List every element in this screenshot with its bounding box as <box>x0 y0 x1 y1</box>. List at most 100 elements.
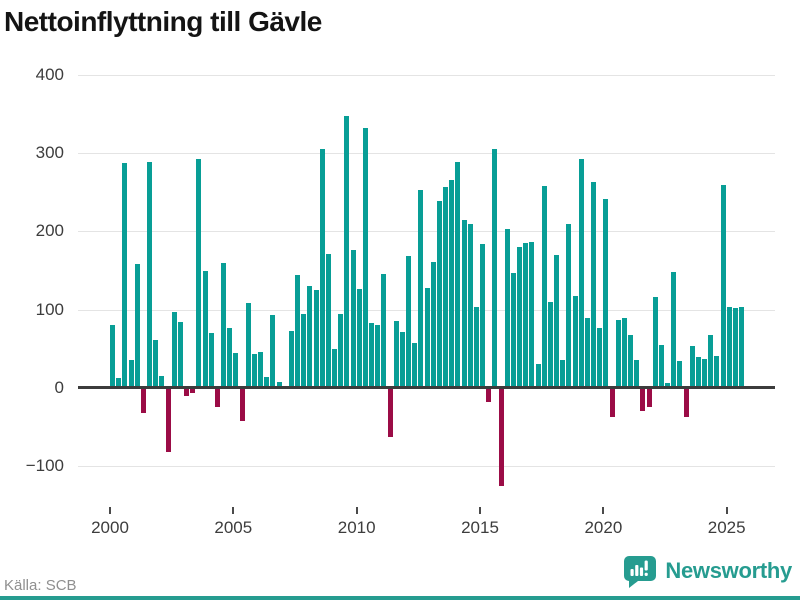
y-axis-label-200: 200 <box>35 221 64 241</box>
bar-2012-q2 <box>412 343 418 388</box>
bar-2019-q4 <box>597 328 603 388</box>
x-axis-tick-2000 <box>109 507 111 514</box>
bar-2019-q3 <box>591 182 597 388</box>
bar-2013-q4 <box>449 179 455 388</box>
bar-2020-q3 <box>615 319 621 388</box>
bar-2004-q1 <box>208 333 214 388</box>
x-axis-tick-2020 <box>602 507 605 514</box>
bar-2020-q2 <box>609 387 615 417</box>
bar-2021-q3 <box>640 387 646 412</box>
y-axis-label-0: 0 <box>54 377 64 397</box>
bar-2024-q4 <box>720 185 726 388</box>
bar-2003-q2 <box>190 387 196 394</box>
bar-2011-q1 <box>381 274 387 388</box>
bar-2013-q1 <box>430 261 436 388</box>
bar-2015-q2 <box>486 387 492 402</box>
bar-2016-q3 <box>517 247 523 388</box>
source-caption: Källa: SCB <box>4 577 77 594</box>
bar-2024-q1 <box>702 358 708 388</box>
newsworthy-bar-chart-bubble-icon <box>624 556 657 588</box>
x-axis-tick-2005 <box>232 507 235 514</box>
bar-2023-q2 <box>683 387 689 418</box>
bar-2016-q4 <box>523 243 529 388</box>
bar-2019-q1 <box>578 158 584 388</box>
bar-2008-q1 <box>307 286 313 388</box>
bar-2004-q3 <box>221 262 226 388</box>
bar-2012-q1 <box>406 255 412 388</box>
x-axis-label-2020: 2020 <box>584 518 623 537</box>
bar-2010-q4 <box>375 325 381 388</box>
gridline-y-300 <box>78 153 775 155</box>
bar-2006-q4 <box>276 381 282 388</box>
bar-2008-q4 <box>325 254 331 388</box>
bar-2005-q3 <box>245 303 251 388</box>
bar-2000-q4 <box>128 359 134 388</box>
bar-2006-q2 <box>264 376 270 388</box>
bar-2010-q1 <box>356 288 362 388</box>
bar-2010-q3 <box>369 322 374 388</box>
zero-axis-line <box>78 386 775 390</box>
bar-2024-q3 <box>714 355 720 388</box>
bar-2013-q2 <box>436 200 442 388</box>
bar-2010-q2 <box>362 128 368 388</box>
bar-2007-q2 <box>288 330 294 388</box>
bar-2017-q2 <box>535 363 541 388</box>
bar-2025-q2 <box>732 308 738 388</box>
bar-2022-q4 <box>671 272 677 388</box>
x-axis-label-2010: 2010 <box>337 518 376 537</box>
bar-2022-q2 <box>658 344 664 388</box>
bar-2012-q3 <box>418 190 424 388</box>
bar-2007-q4 <box>301 313 307 388</box>
x-axis-label-2000: 2000 <box>91 518 129 537</box>
bar-2009-q1 <box>332 348 337 388</box>
bar-2020-q1 <box>603 198 609 388</box>
bar-2019-q2 <box>584 318 590 388</box>
bar-2001-q1 <box>134 264 140 388</box>
bar-2014-q2 <box>461 219 467 388</box>
bar-2021-q1 <box>628 334 634 388</box>
bar-2018-q3 <box>566 223 572 388</box>
gridline-y--100 <box>78 466 775 467</box>
bar-2022-q1 <box>652 297 658 388</box>
bar-2021-q4 <box>646 387 652 407</box>
bar-2015-q1 <box>480 243 486 388</box>
bar-2023-q3 <box>689 345 695 388</box>
bar-2009-q2 <box>338 314 344 388</box>
bar-2014-q3 <box>467 224 473 388</box>
bar-2003-q3 <box>196 158 202 388</box>
bar-2006-q1 <box>258 351 263 388</box>
gridline-y-400 <box>78 75 775 76</box>
x-axis-label-2005: 2005 <box>214 518 253 537</box>
bar-2002-q2 <box>165 387 171 452</box>
x-axis-label-2025: 2025 <box>707 518 746 537</box>
y-axis-label-300: 300 <box>35 143 64 163</box>
bar-2005-q4 <box>251 354 257 388</box>
bar-2011-q4 <box>399 331 405 388</box>
bar-2002-q3 <box>171 311 177 388</box>
bar-2016-q2 <box>510 272 516 388</box>
brand-logo-link[interactable]: Newsworthy <box>621 554 792 588</box>
bar-2001-q3 <box>147 161 152 388</box>
bar-2011-q2 <box>387 387 393 438</box>
bar-2008-q2 <box>313 290 319 388</box>
bar-2006-q3 <box>270 315 276 388</box>
bar-2002-q1 <box>159 376 165 388</box>
bar-2001-q4 <box>153 340 159 388</box>
bar-2021-q2 <box>634 360 640 388</box>
bar-2016-q1 <box>504 229 510 388</box>
bar-2001-q2 <box>140 387 146 413</box>
bar-2002-q4 <box>177 322 183 388</box>
x-axis-tick-2015 <box>479 507 481 514</box>
gridline-y-200 <box>78 231 775 233</box>
y-axis-label-400: 400 <box>35 65 64 84</box>
y-axis-label--100: −100 <box>25 456 64 475</box>
bar-2014-q4 <box>473 307 479 388</box>
bar-2009-q3 <box>344 116 350 388</box>
bar-2009-q4 <box>350 250 356 388</box>
bar-2003-q1 <box>184 387 189 396</box>
bar-2000-q1 <box>110 324 115 388</box>
bar-2023-q1 <box>677 361 683 388</box>
bar-2014-q1 <box>455 161 461 388</box>
bar-2012-q4 <box>424 287 430 388</box>
bar-2004-q2 <box>214 387 220 408</box>
